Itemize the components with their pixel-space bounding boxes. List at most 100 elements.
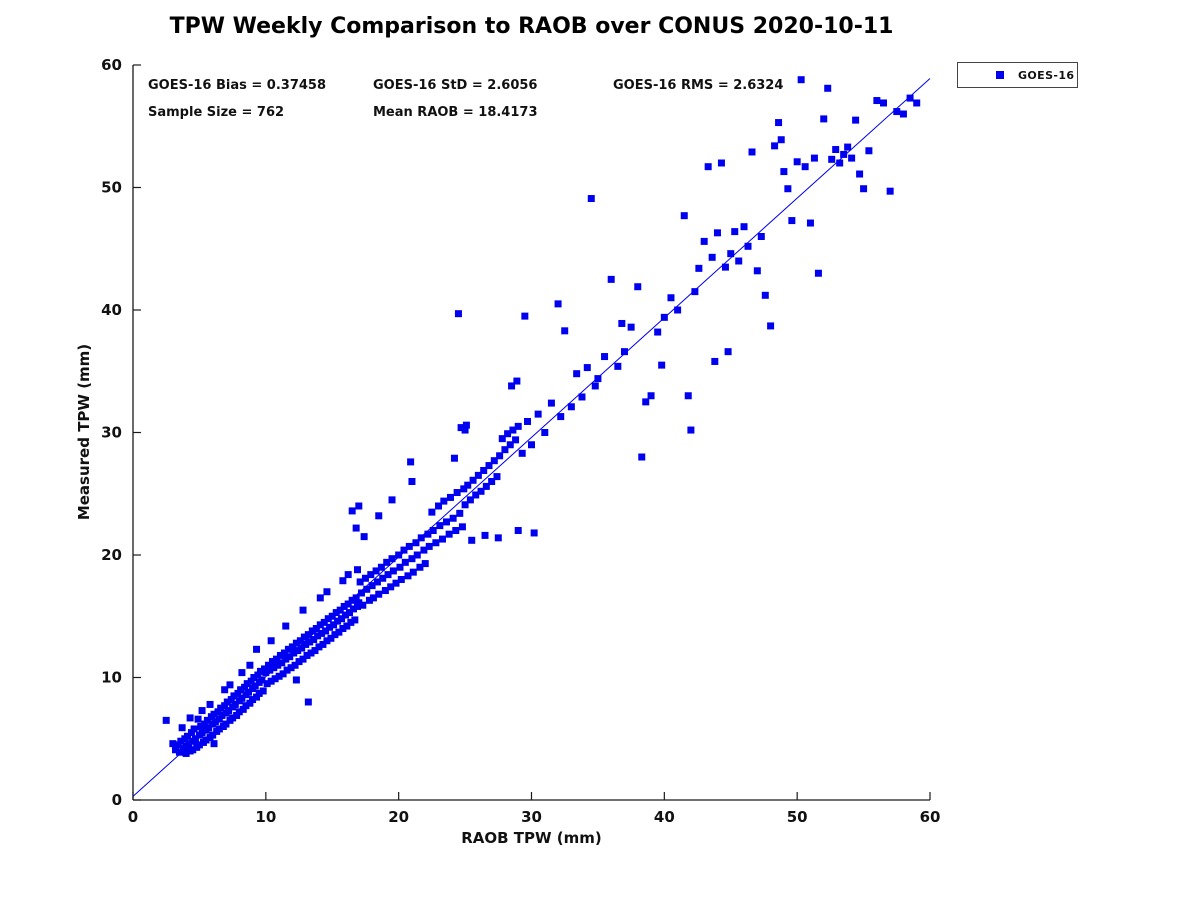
data-point [814, 269, 822, 277]
data-point [310, 636, 318, 644]
data-point [424, 530, 432, 538]
data-point [355, 599, 363, 607]
data-point [439, 535, 447, 543]
data-point [480, 466, 488, 474]
data-point [494, 534, 502, 542]
data-point [488, 478, 496, 485]
data-point [230, 692, 238, 700]
data-point [496, 452, 504, 460]
data-point [210, 740, 218, 748]
data-point [372, 567, 380, 575]
data-point [618, 319, 626, 327]
data-point [775, 119, 783, 127]
data-point [578, 393, 586, 401]
data-point [315, 643, 323, 651]
data-point [498, 435, 506, 443]
data-point [373, 578, 381, 586]
data-point [292, 639, 300, 647]
data-point [534, 410, 542, 418]
data-point [721, 263, 729, 271]
data-point [343, 622, 351, 630]
data-point [388, 555, 396, 563]
data-point [353, 566, 361, 574]
legend-marker-icon [996, 71, 1004, 79]
data-point [388, 496, 396, 504]
data-point [235, 708, 243, 716]
data-point [322, 627, 330, 635]
data-point [477, 487, 485, 495]
data-point [462, 421, 470, 429]
legend-label: GOES-16 [1018, 68, 1075, 82]
data-point [227, 696, 235, 704]
data-point [243, 680, 251, 688]
data-point [413, 551, 421, 559]
data-point [211, 718, 219, 726]
data-point [454, 310, 462, 318]
data-point [268, 658, 276, 666]
data-point [172, 746, 180, 754]
data-point [860, 185, 868, 193]
y-tick-label: 40 [101, 301, 122, 319]
data-point [717, 159, 725, 167]
data-point [353, 602, 361, 610]
data-point [425, 542, 433, 550]
x-tick-label: 10 [255, 808, 276, 826]
data-point [369, 594, 377, 602]
data-point [339, 577, 347, 585]
data-point [201, 720, 209, 728]
data-point [270, 664, 278, 672]
data-point [348, 507, 356, 515]
x-tick-label: 20 [388, 808, 409, 826]
data-point [713, 229, 721, 237]
data-point [401, 558, 409, 566]
data-point [412, 539, 420, 547]
data-point [748, 148, 756, 156]
data-point [445, 530, 453, 538]
x-tick-label: 0 [128, 808, 138, 826]
data-point [674, 306, 682, 314]
data-point [504, 430, 512, 438]
data-point [700, 237, 708, 245]
data-point [557, 413, 565, 421]
data-point [311, 647, 319, 655]
data-point [708, 253, 716, 261]
data-point [238, 694, 246, 702]
data-point [893, 108, 901, 116]
data-point [286, 653, 294, 661]
data-point [279, 670, 287, 678]
x-axis-label: RAOB TPW (mm) [461, 829, 602, 847]
data-point [452, 527, 460, 534]
data-point [298, 644, 306, 652]
data-point [383, 558, 391, 566]
data-point [338, 615, 346, 623]
data-point [221, 686, 229, 694]
data-point [314, 632, 322, 640]
data-point [261, 665, 269, 673]
data-point [253, 645, 261, 653]
data-point [638, 453, 646, 461]
data-point [324, 615, 332, 623]
data-point [302, 640, 310, 648]
data-point [340, 602, 348, 610]
data-point [767, 322, 775, 330]
data-point [205, 724, 213, 732]
data-point [177, 737, 185, 745]
data-point [225, 707, 233, 715]
data-point [880, 99, 888, 107]
data-point [182, 749, 190, 757]
data-point [304, 698, 312, 706]
data-point [183, 732, 191, 740]
data-point [771, 142, 779, 150]
data-point [328, 612, 336, 620]
data-point [660, 313, 668, 321]
data-point [242, 702, 250, 710]
data-point [687, 426, 695, 434]
data-point [583, 364, 591, 372]
data-point [797, 76, 805, 84]
data-point [336, 606, 344, 614]
data-point [395, 551, 403, 559]
data-point [284, 645, 292, 653]
data-point [647, 392, 655, 400]
data-point [873, 97, 881, 105]
